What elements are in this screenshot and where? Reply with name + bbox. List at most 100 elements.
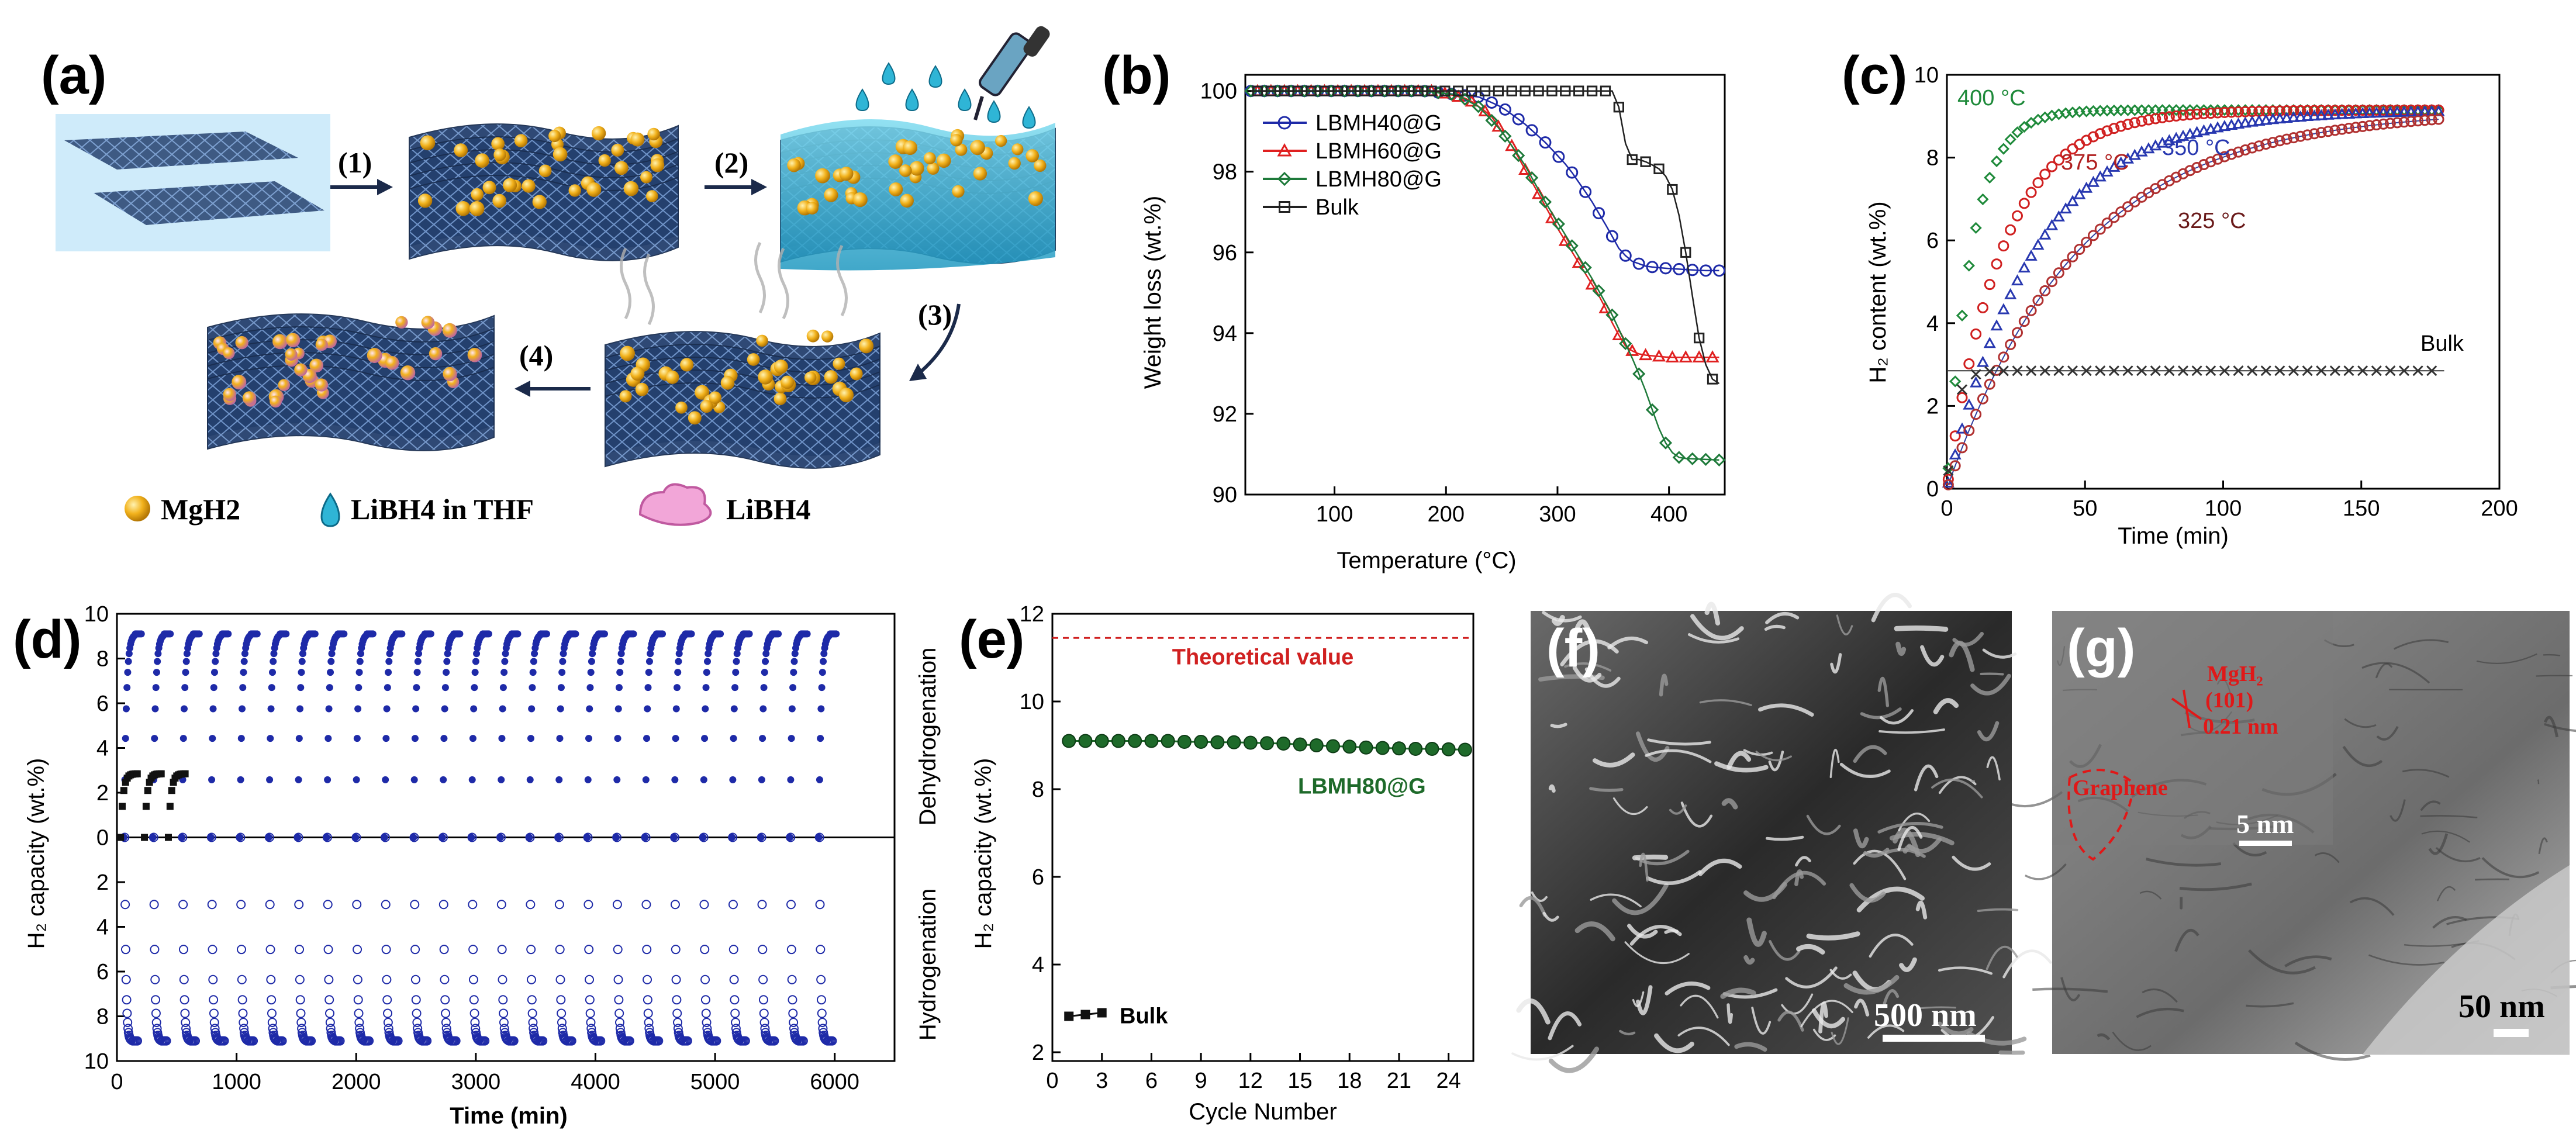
chart-c-annotation: 325 °C [2178, 209, 2246, 233]
tem-wrinkle [2544, 723, 2576, 732]
chart-d-dehydrogenation-point [485, 630, 492, 638]
chart-d-hydrogenation-point [207, 900, 217, 910]
chart-d-hydrogenation-point [123, 1024, 133, 1034]
chart-c-point [2191, 365, 2202, 376]
chart-b-point [1712, 264, 1725, 277]
chart-c-point [2433, 113, 2444, 125]
chart-d-dehydrogenation-point [555, 834, 562, 841]
chart-d-hydrogenation-point [438, 832, 448, 842]
chart-c-point [2032, 177, 2044, 189]
chart-d-hydrogenation-point [817, 1017, 827, 1027]
sem-flake [1627, 924, 1658, 939]
chart-d-dehydrogenation-point [589, 650, 596, 658]
chart-d-hydrogenation-point [267, 995, 277, 1005]
chart-c-point [2101, 217, 2113, 229]
tem-wrinkle [2436, 886, 2456, 901]
chart-d-hydrogenation-point [439, 945, 449, 955]
chart-b-point [1458, 92, 1472, 106]
chart-b-point [1712, 453, 1726, 467]
chart-d-dehydrogenation-point [557, 684, 565, 692]
chart-d-dehydrogenation-point [688, 630, 695, 638]
chart-c-point [2315, 109, 2328, 120]
tem-wrinkle [2060, 977, 2081, 1001]
chart-c-point [2370, 106, 2383, 118]
chart-c-point [2281, 105, 2292, 117]
chart-d-ytick-label: 2 [96, 781, 109, 806]
chart-d-dehydrogenation-point [414, 658, 422, 665]
chart-d-hydrogenation-point [497, 945, 507, 955]
chart-d-hydrogenation-point [554, 900, 564, 910]
chart-d-dehydrogenation-point [153, 669, 160, 676]
chart-d-bulk-point [142, 803, 150, 810]
chart-d-dehydrogenation-point [557, 705, 564, 713]
chart-d-hydrogenation-point [528, 1017, 538, 1027]
chart-d-dehydrogenation-point [643, 735, 651, 742]
sem-flake [1624, 941, 1690, 965]
mgh2-particle [756, 334, 768, 347]
chart-d-dehydrogenation-point [410, 776, 418, 783]
chart-c-point [2336, 108, 2349, 119]
chart-d-hydrogenation-point [700, 995, 710, 1005]
chart-c-point [1970, 409, 1982, 420]
theoretical-value-label: Theoretical value [1172, 645, 1353, 669]
chart-d-dehydrogenation-point [614, 735, 621, 742]
droplet [882, 62, 896, 85]
chart-e-point [1342, 739, 1357, 754]
chart-c-point [2191, 108, 2203, 120]
chart-c-point [2136, 365, 2147, 376]
chart-d-dehydrogenation-point [294, 834, 302, 841]
chart-d-hydrogenation-point [557, 1017, 567, 1027]
chart-c-point [2095, 365, 2106, 376]
chart-d-hydrogenation-point [470, 1017, 480, 1027]
chart-d-dehydrogenation-point [702, 705, 709, 713]
mgh2-particle [952, 185, 965, 198]
sem-flake [1664, 929, 1679, 934]
mgh2-particle [806, 202, 819, 215]
chart-d-hydrogenation-point [614, 1017, 624, 1027]
mgh2-particle-icon [125, 496, 150, 521]
chart-d-dehydrogenation-point [496, 834, 504, 841]
panel-a-letter: (a) [41, 46, 106, 105]
chart-d-dehydrogenation-point [705, 650, 712, 658]
sem-flake [1680, 994, 1719, 1019]
chart-d-hydrogenation-point [614, 995, 624, 1005]
chart-c-point [2363, 106, 2376, 118]
chart-d-dehydrogenation-point [295, 735, 303, 742]
mgh2-particle [223, 347, 235, 360]
droplet [905, 88, 919, 112]
chart-c-point [2349, 107, 2362, 119]
chart-d-hydrogenation-point [624, 1036, 634, 1046]
chart-c-point [2357, 105, 2368, 116]
sem-flake [1680, 801, 1713, 828]
chart-d-hydrogenation-point [208, 974, 218, 984]
chart-d-dehydrogenation-point [324, 735, 332, 742]
chart-d-dehydrogenation-point [818, 684, 826, 692]
sem-flake [1811, 1008, 1846, 1029]
chart-d-hydrogenation-point [411, 995, 421, 1005]
chart-e-point [1309, 738, 1324, 752]
chart-d-dehydrogenation-point [154, 650, 162, 658]
chart-b-point [1659, 436, 1673, 450]
chart-c-point [1949, 375, 1962, 388]
mgh2-particle [417, 193, 433, 208]
chart-b-point [1493, 85, 1504, 96]
mgh2-particle [286, 333, 301, 347]
chart-d-hydrogenation-point [554, 832, 564, 842]
mgh2-particle [787, 158, 801, 172]
mgh2-particle [824, 188, 838, 202]
chart-d-dehydrogenation-point [443, 669, 450, 676]
chart-b-point [1605, 308, 1619, 322]
sem-flake [2002, 949, 2052, 979]
chart-d-hydrogenation-point [383, 1017, 393, 1027]
sem-flake [1635, 731, 1670, 762]
chart-e-bulk-label: Bulk [1120, 1004, 1168, 1028]
chart-b-legend-label: LBMH40@G [1315, 111, 1442, 136]
chart-b-point [1686, 264, 1699, 277]
sem-flake [1726, 1003, 1733, 1024]
chart-d-dehydrogenation-point [237, 776, 244, 783]
chart-d-dehydrogenation-point [178, 834, 186, 841]
mgh2-particle [309, 358, 324, 373]
mgh2-particle [936, 153, 951, 168]
chart-d-dehydrogenation-point [759, 705, 767, 713]
chart-c-point [2011, 274, 2024, 286]
